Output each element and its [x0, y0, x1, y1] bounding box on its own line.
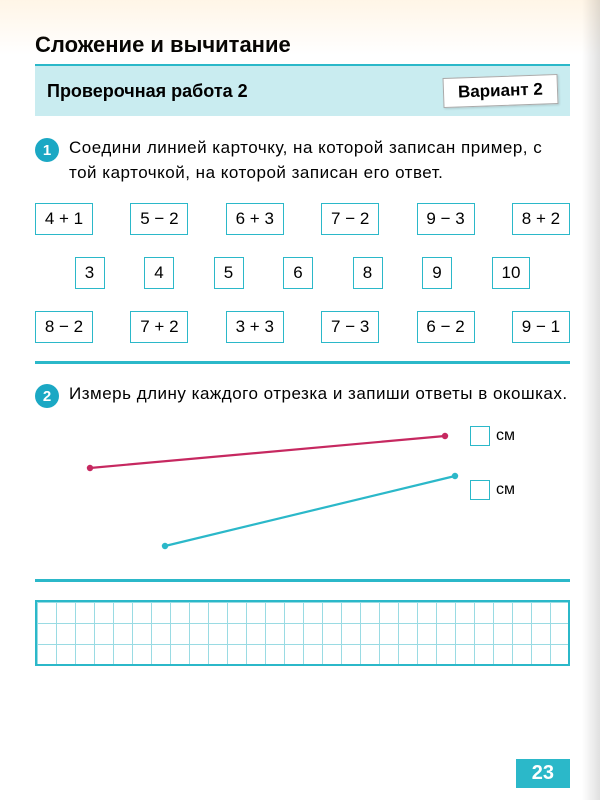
segment-1-endpoint — [87, 465, 93, 471]
expression-card: 3 + 3 — [226, 311, 284, 343]
writing-grid[interactable] — [35, 600, 570, 666]
answer-box-1: см — [470, 426, 515, 446]
expression-card: 6 − 2 — [417, 311, 475, 343]
page-edge-shadow — [582, 0, 600, 800]
section-divider — [35, 579, 570, 582]
page-number: 23 — [516, 759, 570, 788]
segment-2 — [165, 476, 455, 546]
cards-row-bottom: 8 − 2 7 + 2 3 + 3 7 − 3 6 − 2 9 − 1 — [35, 311, 570, 343]
answer-card: 5 — [214, 257, 244, 289]
expression-card: 7 + 2 — [130, 311, 188, 343]
segment-2-endpoint — [162, 543, 168, 549]
section-divider — [35, 361, 570, 364]
task-1-text: Соедини линией карточку, на которой запи… — [69, 136, 570, 185]
task-2: 2 Измерь длину каждого отрезка и запиши … — [35, 382, 570, 666]
task-number-badge: 2 — [35, 384, 59, 408]
segment-2-endpoint — [452, 473, 458, 479]
expression-card: 9 − 3 — [417, 203, 475, 235]
task-2-text: Измерь длину каждого отрезка и запиши от… — [69, 382, 568, 407]
answer-card: 8 — [353, 257, 383, 289]
answer-input-square[interactable] — [470, 480, 490, 500]
expression-card: 9 − 1 — [512, 311, 570, 343]
variant-label: Вариант 2 — [443, 74, 559, 108]
expression-card: 8 + 2 — [512, 203, 570, 235]
expression-card: 7 − 2 — [321, 203, 379, 235]
expression-card: 5 − 2 — [130, 203, 188, 235]
header-bar: Проверочная работа 2 Вариант 2 — [35, 66, 570, 116]
chapter-title: Сложение и вычитание — [35, 20, 570, 66]
answer-box-2: см — [470, 480, 515, 500]
unit-label: см — [496, 427, 515, 445]
segments-diagram: см см — [35, 418, 570, 563]
expression-card: 6 + 3 — [226, 203, 284, 235]
segment-1-endpoint — [442, 433, 448, 439]
expression-card: 8 − 2 — [35, 311, 93, 343]
answer-card: 3 — [75, 257, 105, 289]
answer-card: 10 — [492, 257, 531, 289]
worksheet-title: Проверочная работа 2 — [47, 81, 248, 102]
cards-row-top: 4 + 1 5 − 2 6 + 3 7 − 2 9 − 3 8 + 2 — [35, 203, 570, 235]
task-number-badge: 1 — [35, 138, 59, 162]
answer-card: 6 — [283, 257, 313, 289]
answer-card: 9 — [422, 257, 452, 289]
answer-input-square[interactable] — [470, 426, 490, 446]
unit-label: см — [496, 481, 515, 499]
segment-1 — [90, 436, 445, 468]
answer-card: 4 — [144, 257, 174, 289]
expression-card: 7 − 3 — [321, 311, 379, 343]
task-1: 1 Соедини линией карточку, на которой за… — [35, 136, 570, 343]
expression-card: 4 + 1 — [35, 203, 93, 235]
cards-row-answers: 3 4 5 6 8 9 10 — [35, 257, 570, 289]
